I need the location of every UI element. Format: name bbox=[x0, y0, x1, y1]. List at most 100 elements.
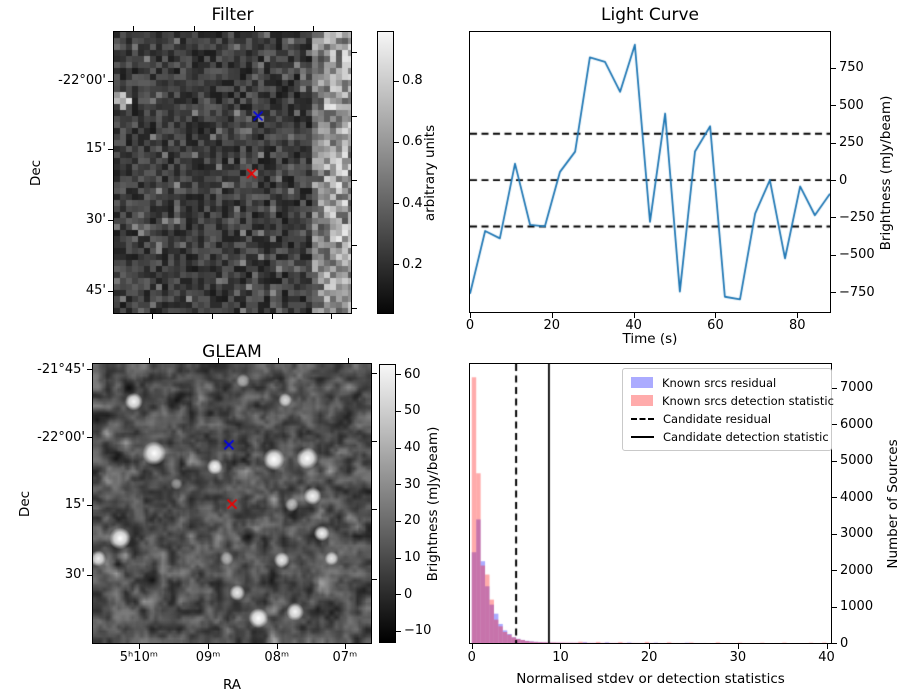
tick-label: 45' bbox=[85, 283, 106, 299]
tick-label: 0 bbox=[840, 635, 849, 651]
legend-label: Known srcs residual bbox=[662, 375, 777, 390]
filter-title: Filter bbox=[211, 5, 254, 25]
gleam-title: GLEAM bbox=[202, 342, 262, 362]
tick-mark bbox=[139, 644, 140, 649]
legend-patch-swatch bbox=[631, 377, 653, 388]
tick-mark bbox=[831, 217, 836, 218]
tick-mark bbox=[352, 308, 357, 309]
tick-label: 80 bbox=[788, 317, 806, 333]
tick-mark bbox=[832, 570, 837, 571]
tick-mark bbox=[108, 220, 113, 221]
tick-mark bbox=[832, 497, 837, 498]
tick-label: -22°00' bbox=[37, 429, 85, 445]
histogram-xlabel: Normalised stdev or detection statistics bbox=[516, 671, 785, 687]
tick-label: 07ᵐ bbox=[332, 649, 358, 665]
tick-label: −10 bbox=[404, 623, 432, 639]
tick-mark bbox=[634, 313, 635, 318]
tick-mark bbox=[560, 644, 561, 649]
tick-label: 20 bbox=[543, 317, 561, 333]
legend-entry: Candidate detection statistic bbox=[631, 429, 829, 444]
tick-mark bbox=[832, 534, 837, 535]
tick-label: 15' bbox=[85, 141, 106, 157]
filter-heatmap-canvas bbox=[114, 32, 351, 313]
tick-label: 0 bbox=[839, 172, 848, 188]
filter-colorbar bbox=[377, 31, 394, 314]
tick-mark bbox=[827, 644, 828, 649]
gleam-panel bbox=[92, 363, 372, 644]
tick-mark bbox=[345, 644, 346, 649]
tick-label: 30' bbox=[64, 567, 85, 583]
tick-mark bbox=[87, 369, 92, 370]
tick-label: 5ʰ10ᵐ bbox=[119, 649, 158, 665]
tick-mark bbox=[831, 255, 836, 256]
tick-mark bbox=[208, 644, 209, 649]
tick-label: -22°00' bbox=[58, 73, 106, 89]
legend-label: Candidate residual bbox=[663, 411, 772, 426]
tick-mark bbox=[108, 81, 113, 82]
tick-label: 09ᵐ bbox=[195, 649, 221, 665]
tick-mark bbox=[715, 313, 716, 318]
tick-label: 40 bbox=[625, 317, 642, 333]
tick-label: 0.6 bbox=[402, 134, 423, 150]
tick-mark bbox=[372, 579, 377, 580]
tick-label: 20 bbox=[404, 513, 421, 529]
tick-label: 15' bbox=[64, 497, 85, 513]
tick-mark bbox=[272, 314, 273, 319]
tick-label: 60 bbox=[707, 317, 724, 333]
tick-mark bbox=[352, 52, 357, 53]
histogram-legend: Known srcs residual Known srcs detection … bbox=[622, 368, 834, 451]
tick-mark bbox=[277, 644, 278, 649]
tick-mark bbox=[394, 81, 399, 82]
tick-mark bbox=[396, 631, 401, 632]
tick-mark bbox=[396, 411, 401, 412]
tick-mark bbox=[394, 264, 399, 265]
tick-label: 0.4 bbox=[402, 195, 423, 211]
tick-label: 30 bbox=[404, 476, 421, 492]
tick-label: 3000 bbox=[840, 526, 874, 541]
legend-entry: Known srcs detection statistic bbox=[631, 393, 834, 408]
tick-mark bbox=[831, 143, 836, 144]
filter-colorbar-label: arbitrary units bbox=[422, 124, 438, 222]
tick-mark bbox=[649, 644, 650, 649]
histogram-ylabel: Number of Sources bbox=[885, 439, 901, 569]
tick-mark bbox=[133, 26, 134, 31]
tick-mark bbox=[831, 180, 836, 181]
gleam-colorbar-label: Brightness (mJy/beam) bbox=[425, 426, 441, 582]
tick-mark bbox=[194, 26, 195, 31]
tick-label: 60 bbox=[404, 366, 421, 382]
tick-mark bbox=[396, 374, 401, 375]
tick-mark bbox=[396, 448, 401, 449]
tick-label: −250 bbox=[839, 209, 875, 225]
tick-mark bbox=[831, 105, 836, 106]
legend-label: Candidate detection statistic bbox=[663, 429, 829, 444]
tick-label: 7000 bbox=[840, 380, 874, 395]
legend-patch-swatch bbox=[631, 395, 653, 406]
tick-label: 20 bbox=[640, 649, 658, 665]
gleam-colorbar bbox=[379, 364, 396, 643]
legend-label: Known srcs detection statistic bbox=[662, 393, 834, 408]
tick-mark bbox=[832, 424, 837, 425]
tick-label: 0 bbox=[467, 649, 476, 665]
tick-mark bbox=[396, 558, 401, 559]
tick-mark bbox=[218, 358, 219, 363]
tick-mark bbox=[472, 644, 473, 649]
tick-mark bbox=[396, 484, 401, 485]
tick-mark bbox=[352, 116, 357, 117]
tick-label: 08ᵐ bbox=[264, 649, 290, 665]
tick-mark bbox=[831, 292, 836, 293]
tick-label: −500 bbox=[839, 247, 875, 263]
tick-label: 5000 bbox=[840, 453, 874, 468]
tick-label: 0.2 bbox=[402, 256, 423, 272]
tick-mark bbox=[552, 313, 553, 318]
light-curve-ylabel: Brightness (mJy/beam) bbox=[878, 95, 894, 251]
legend-entry: Known srcs residual bbox=[631, 375, 823, 390]
tick-label: 0.8 bbox=[402, 73, 423, 89]
tick-label: −750 bbox=[839, 284, 875, 300]
tick-mark bbox=[149, 358, 150, 363]
tick-mark bbox=[831, 68, 836, 69]
tick-mark bbox=[254, 26, 255, 31]
tick-label: 6000 bbox=[840, 416, 874, 432]
tick-mark bbox=[396, 594, 401, 595]
tick-mark bbox=[331, 314, 332, 319]
tick-label: 250 bbox=[839, 135, 864, 151]
